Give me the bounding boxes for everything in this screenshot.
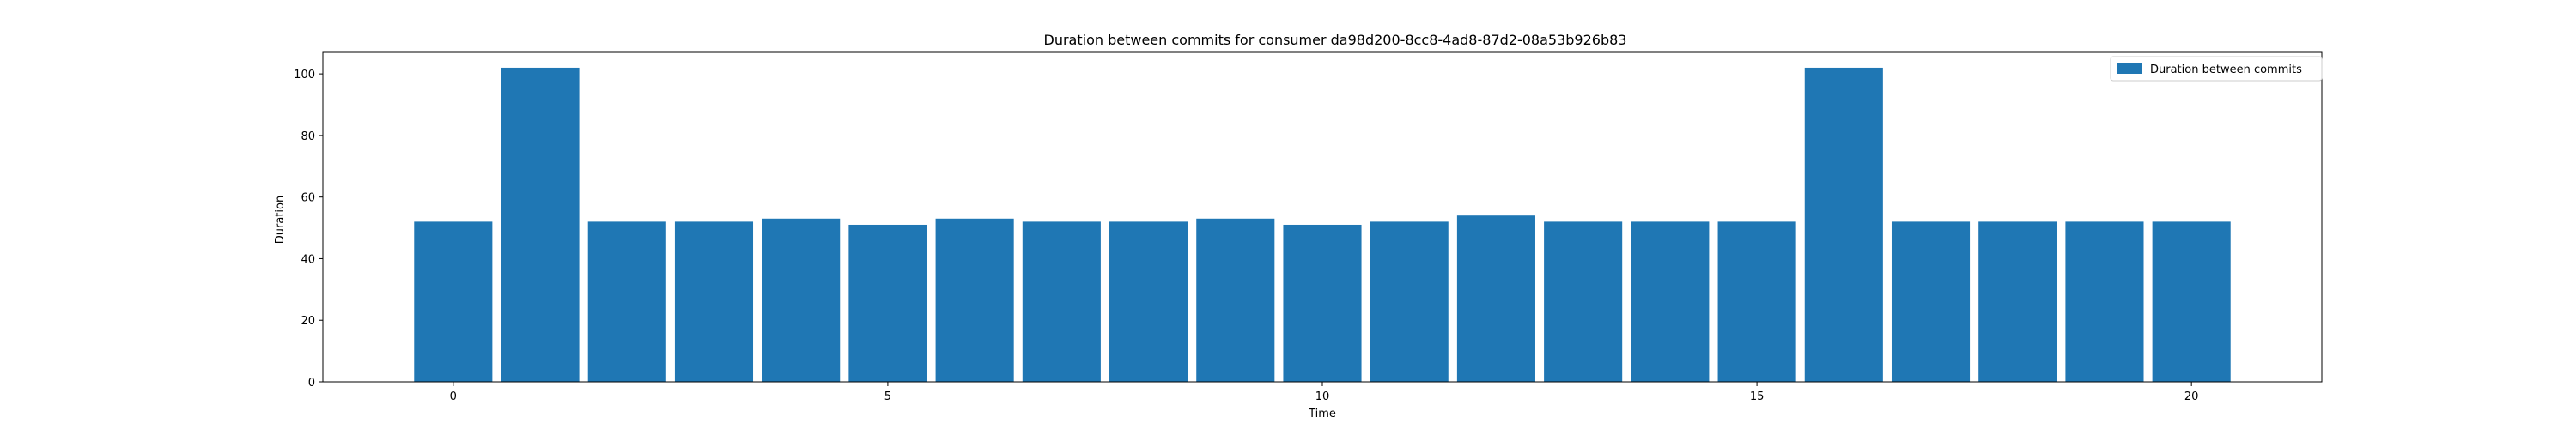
bar bbox=[1891, 221, 1971, 382]
y-tick-label: 60 bbox=[301, 192, 315, 205]
x-tick-label: 15 bbox=[1750, 390, 1765, 403]
bars-group bbox=[414, 67, 2231, 383]
bar bbox=[1717, 221, 1796, 382]
x-tick-label: 10 bbox=[1315, 390, 1330, 403]
bar bbox=[587, 221, 666, 382]
bar bbox=[674, 221, 754, 382]
bar bbox=[1109, 221, 1188, 382]
x-tick-label: 5 bbox=[884, 390, 891, 403]
x-tick-label: 20 bbox=[2184, 390, 2199, 403]
bar bbox=[1022, 221, 1101, 382]
bar bbox=[1978, 221, 2057, 382]
y-axis-ticks: 0 20 40 60 80 100 bbox=[294, 69, 323, 390]
y-tick-label: 40 bbox=[301, 253, 315, 266]
legend-swatch bbox=[2117, 63, 2142, 74]
y-axis-label: Duration bbox=[274, 196, 287, 244]
bar bbox=[2152, 221, 2231, 382]
legend-box bbox=[2110, 56, 2323, 82]
bar bbox=[935, 218, 1014, 382]
bar bbox=[1544, 221, 1623, 382]
bar bbox=[762, 218, 841, 382]
y-tick-label: 100 bbox=[294, 69, 315, 82]
y-tick-label: 80 bbox=[301, 130, 315, 143]
bar bbox=[848, 224, 927, 382]
x-axis-label: Time bbox=[1308, 408, 1336, 420]
chart-title: Duration between commits for consumer da… bbox=[1044, 32, 1627, 48]
legend: Duration between commits bbox=[2110, 56, 2323, 82]
y-tick-label: 20 bbox=[301, 315, 315, 328]
bar bbox=[1456, 215, 1535, 382]
bar bbox=[501, 67, 580, 383]
bar bbox=[1631, 221, 1710, 382]
legend-label: Duration between commits bbox=[2150, 63, 2302, 76]
bar bbox=[1804, 67, 1883, 383]
bar bbox=[1370, 221, 1449, 382]
bar bbox=[1196, 218, 1275, 382]
bar bbox=[2065, 221, 2144, 382]
x-tick-label: 0 bbox=[450, 390, 457, 403]
bar bbox=[1283, 224, 1362, 382]
plot-frame bbox=[322, 51, 2323, 383]
y-tick-label: 0 bbox=[308, 377, 315, 390]
x-axis-ticks: 0 5 10 15 20 bbox=[450, 382, 2199, 403]
bar bbox=[414, 221, 493, 382]
